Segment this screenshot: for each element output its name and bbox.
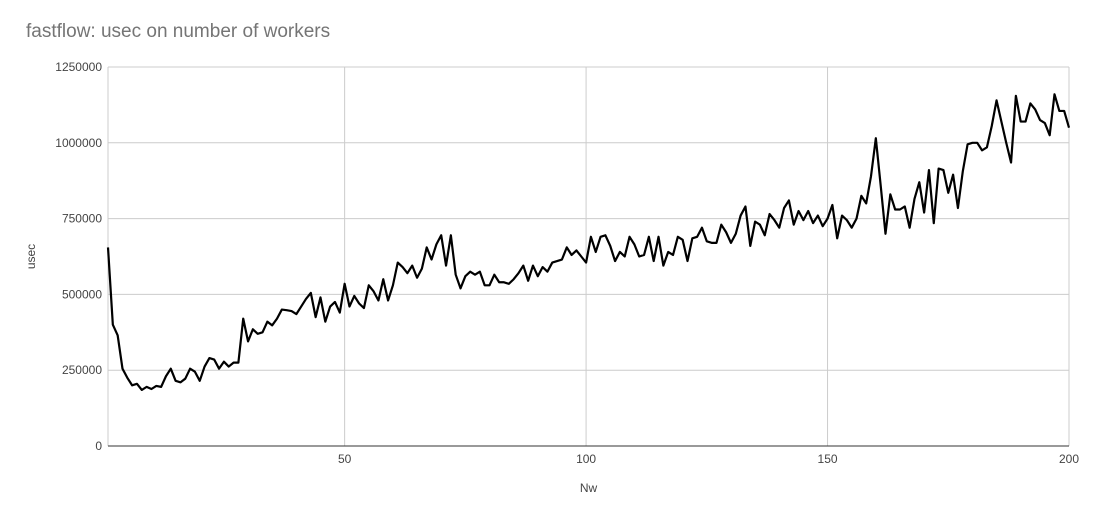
y-tick-label: 1250000 <box>55 60 102 74</box>
x-tick-label: 100 <box>576 452 596 466</box>
x-axis-ticks: 50 100 150 200 <box>338 452 1079 466</box>
y-axis-label: usec <box>24 244 38 269</box>
x-axis-label: Nw <box>580 481 598 495</box>
y-axis-ticks: 0 250000 500000 750000 1000000 1250000 <box>55 60 102 453</box>
y-tick-label: 500000 <box>62 287 102 301</box>
grid-lines <box>107 66 1070 446</box>
x-tick-label: 50 <box>338 452 352 466</box>
x-tick-label: 150 <box>818 452 838 466</box>
y-tick-label: 1000000 <box>55 136 102 150</box>
x-tick-label: 200 <box>1059 452 1079 466</box>
y-tick-label: 0 <box>95 439 102 453</box>
chart-title: fastflow: usec on number of workers <box>26 21 331 42</box>
y-tick-label: 250000 <box>62 363 102 377</box>
y-tick-label: 750000 <box>62 212 102 226</box>
series-line <box>106 93 1071 392</box>
